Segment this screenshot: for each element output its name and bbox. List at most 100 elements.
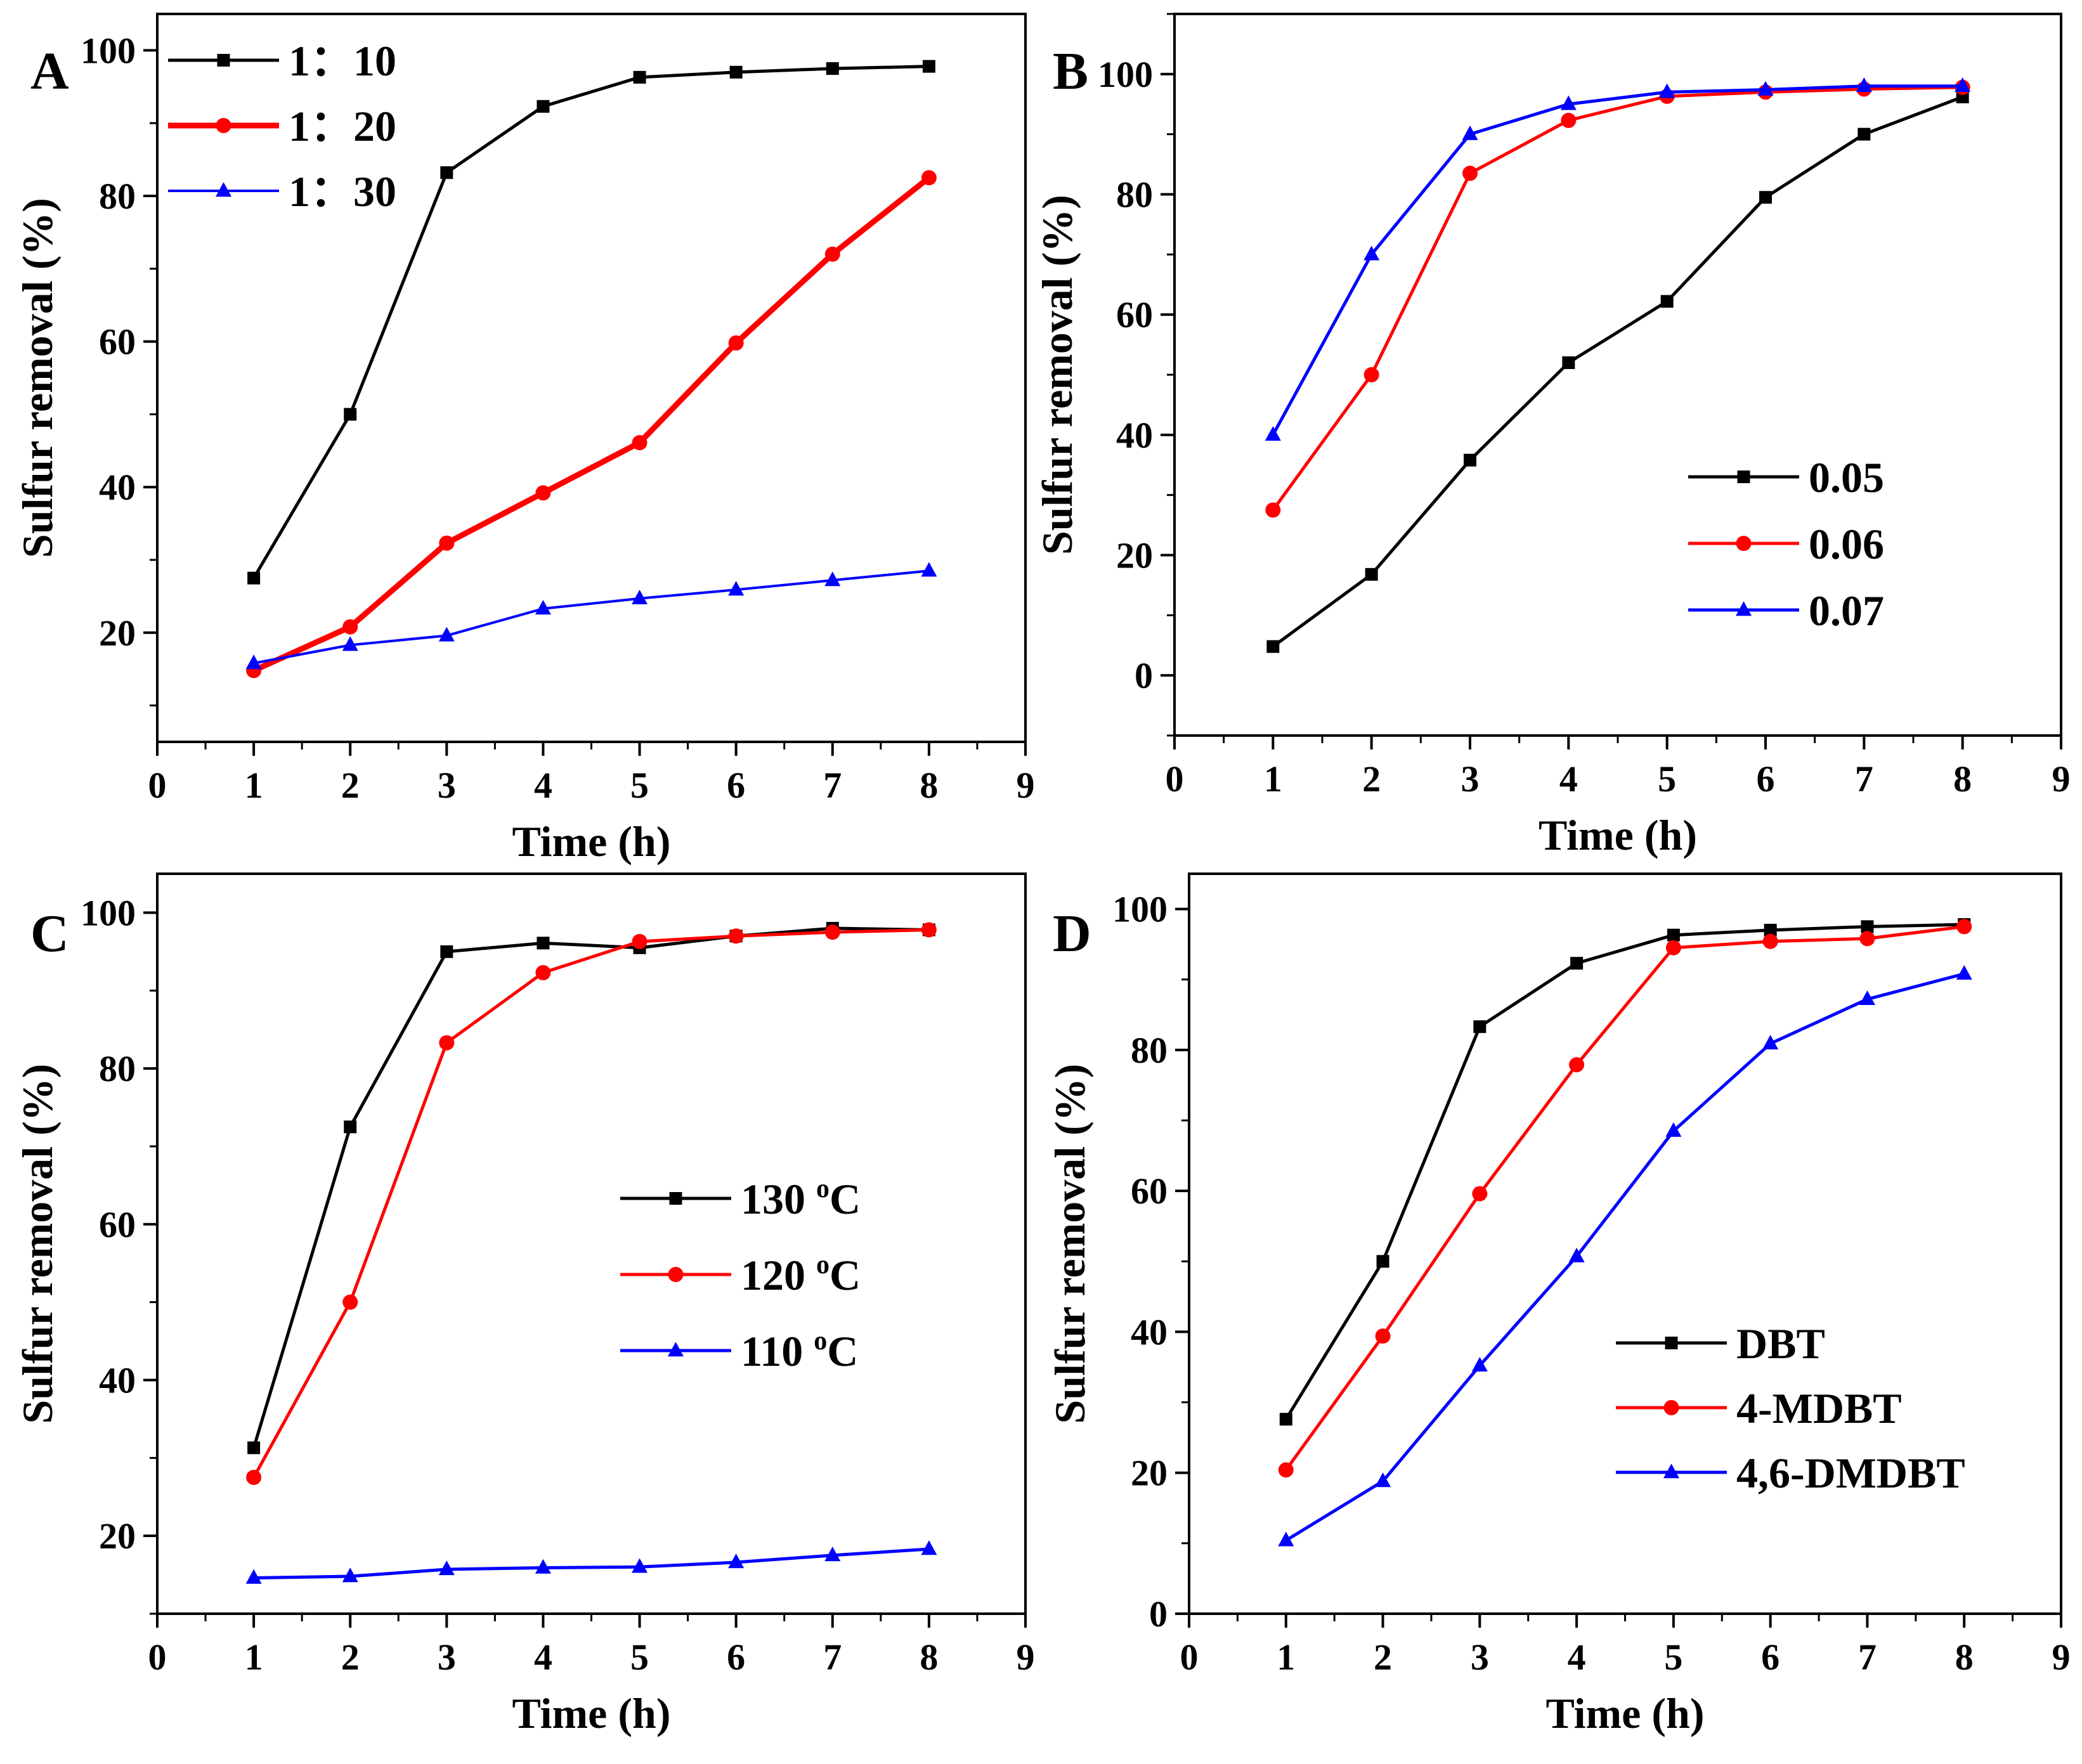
data-point [1278, 1531, 1294, 1547]
data-point [728, 335, 744, 351]
series-line [1284, 923, 1965, 1420]
data-point [1856, 77, 1872, 92]
data-point [342, 619, 358, 635]
panel-d: 0 1 2 3 4 5 6 7 8 9 0 20 40 60 80 100 Time (h) Sulfur rem… [1046, 872, 2071, 1737]
legend-marker [216, 118, 231, 133]
series-2 [245, 1540, 937, 1584]
data-point [729, 65, 743, 79]
series-line [252, 928, 929, 1479]
data-point [632, 1558, 648, 1573]
legend-label: 130 oC [741, 1174, 861, 1223]
data-point [438, 1560, 455, 1576]
x-tick-label: 8 [920, 765, 938, 806]
data-point [1569, 1057, 1585, 1073]
data-point [440, 166, 453, 179]
legend-label: DBT [1736, 1320, 1825, 1368]
legend-marker [1736, 601, 1752, 616]
legend-label: 4,6-DMDBT [1736, 1449, 1965, 1497]
legend-label: 120 oC [741, 1250, 861, 1299]
x-tick-label: 2 [1374, 1637, 1392, 1678]
data-point [537, 100, 550, 113]
legend-marker [1663, 1400, 1679, 1415]
data-point [1659, 83, 1675, 98]
data-point [1376, 1255, 1389, 1268]
data-point [537, 937, 550, 950]
series-0 [1266, 90, 1969, 653]
data-point [342, 1294, 358, 1310]
x-tick-label: 8 [1953, 758, 1972, 800]
x-tick-label: 1 [245, 1637, 263, 1678]
data-point [1568, 1247, 1585, 1262]
data-point [1861, 920, 1874, 933]
x-tick-label: 6 [727, 1637, 745, 1678]
y-tick-label: 60 [99, 321, 136, 363]
x-tick-label: 0 [1180, 1637, 1199, 1678]
y-tick-label: 20 [99, 613, 136, 654]
data-point [1265, 426, 1281, 441]
y-tick-label: 0 [1149, 1593, 1168, 1635]
legend-label: 4-MDBT [1736, 1384, 1902, 1432]
data-point [728, 1553, 745, 1569]
legend-label: 0.05 [1809, 453, 1884, 502]
y-tick-label: 40 [99, 467, 136, 508]
x-tick-label: 2 [341, 1637, 360, 1678]
data-point [1660, 295, 1674, 308]
data-point [921, 922, 937, 938]
y-axis-title: Sulfur removal (%) [1033, 195, 1081, 555]
x-tick-label: 7 [1858, 1637, 1877, 1678]
legend-marker [668, 1342, 684, 1357]
data-point [1859, 990, 1875, 1006]
data-point [921, 1540, 937, 1555]
x-axis-title: Time (h) [512, 1689, 671, 1737]
data-point [921, 170, 937, 186]
x-tick-label: 1 [245, 765, 263, 806]
y-tick-label: 40 [99, 1359, 136, 1401]
data-point [922, 60, 935, 73]
x-tick-label: 4 [534, 765, 552, 806]
series-line [252, 175, 931, 673]
x-tick-label: 6 [1761, 1637, 1779, 1678]
x-tick-label: 8 [1955, 1637, 1974, 1678]
data-point [1956, 965, 1972, 980]
legend-marker [1665, 1337, 1678, 1349]
data-point [824, 1547, 841, 1562]
data-point [535, 485, 551, 501]
data-point [1757, 81, 1774, 96]
y-tick-label: 20 [1116, 535, 1153, 576]
data-point [1561, 112, 1577, 128]
series-line [253, 569, 930, 665]
x-tick-label: 9 [2052, 758, 2071, 800]
data-point [1363, 367, 1379, 382]
x-tick-label: 9 [2052, 1637, 2071, 1678]
panel-label: D [1053, 904, 1091, 963]
data-point [826, 62, 839, 75]
x-tick-label: 3 [438, 1637, 456, 1678]
data-point [247, 1441, 261, 1455]
y-axis-title: Sulfur removal (%) [1046, 1064, 1094, 1424]
data-point [535, 965, 551, 981]
series-line [254, 1547, 930, 1579]
panel-a: 0 1 2 3 4 5 6 7 8 9 20 40 60 80 100 Time (h) Sulfur remo… [13, 13, 1035, 866]
data-point [1762, 1035, 1779, 1050]
data-point [1859, 931, 1875, 947]
x-tick-label: 7 [823, 1637, 842, 1678]
y-tick-label: 20 [1131, 1453, 1168, 1494]
y-tick-label: 40 [1131, 1311, 1168, 1352]
data-point [535, 600, 551, 615]
data-point [1762, 933, 1778, 949]
legend-marker [1736, 536, 1752, 551]
data-point [1764, 923, 1777, 937]
y-tick-label: 80 [99, 1048, 136, 1089]
y-tick-label: 60 [1131, 1171, 1168, 1212]
data-point [438, 626, 455, 642]
panel-label: C [30, 904, 69, 963]
data-point [632, 590, 648, 605]
legend-marker [216, 182, 231, 197]
data-point [728, 581, 745, 596]
y-tick-label: 80 [1116, 174, 1153, 216]
x-tick-label: 3 [438, 765, 456, 806]
data-point [1265, 502, 1281, 518]
series-1 [246, 922, 937, 1486]
y-tick-label: 20 [99, 1515, 136, 1557]
panel-b: 0 1 2 3 4 5 6 7 8 9 0 20 40 60 80 100 Time (h) Sulfur rem… [1033, 13, 2071, 859]
